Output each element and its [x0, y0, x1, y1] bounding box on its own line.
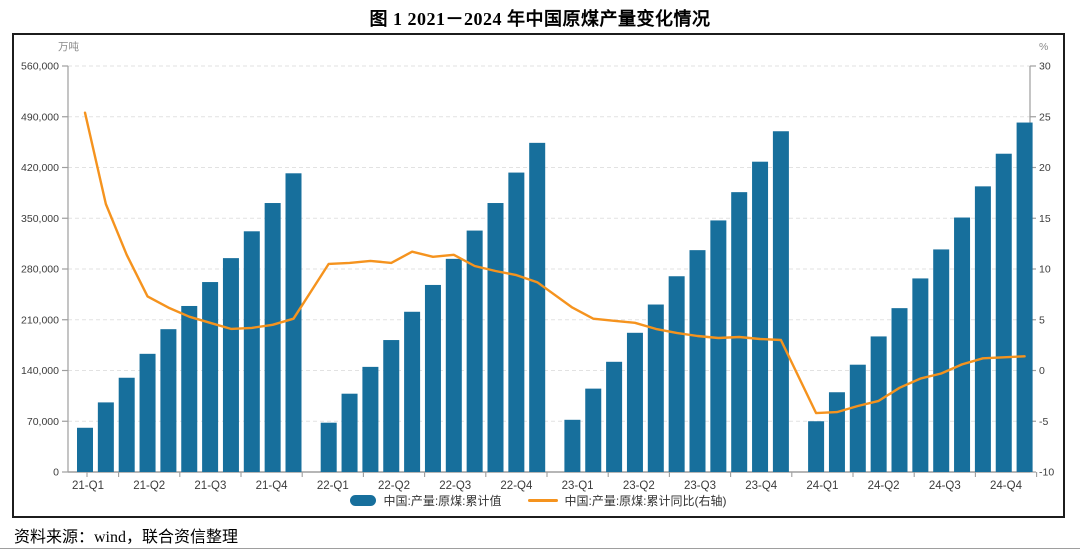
legend: 中国:产量:原煤:累计值 中国:产量:原煤:累计同比(右轴) — [14, 492, 1063, 509]
svg-text:25: 25 — [1039, 111, 1051, 123]
svg-text:-10: -10 — [1039, 467, 1054, 479]
bottom-divider — [0, 548, 1080, 549]
svg-text:24-Q1: 24-Q1 — [806, 480, 838, 492]
svg-text:15: 15 — [1039, 213, 1051, 225]
svg-text:%: % — [1039, 41, 1048, 53]
svg-text:22-Q2: 22-Q2 — [378, 480, 410, 492]
coal-production-chart: 0 70,000 140,000 210,000 280,000 350,000 420,0… — [21, 40, 1054, 492]
svg-text:22-Q3: 22-Q3 — [439, 480, 471, 492]
svg-text:210,000: 210,000 — [21, 314, 59, 326]
svg-text:10: 10 — [1039, 264, 1051, 276]
svg-text:24-Q3: 24-Q3 — [929, 480, 961, 492]
svg-text:23-Q1: 23-Q1 — [562, 480, 594, 492]
svg-text:420,000: 420,000 — [21, 162, 59, 174]
svg-text:万吨: 万吨 — [58, 40, 79, 53]
svg-text:70,000: 70,000 — [27, 416, 59, 428]
svg-text:23-Q4: 23-Q4 — [745, 480, 778, 492]
svg-text:5: 5 — [1039, 314, 1045, 326]
bar-series-swatch-icon — [350, 495, 377, 506]
svg-text:23-Q2: 23-Q2 — [623, 480, 655, 492]
svg-text:21-Q1: 21-Q1 — [72, 480, 104, 492]
chart-title: 图 1 2021－2024 年中国原煤产量变化情况 — [369, 9, 711, 29]
svg-text:350,000: 350,000 — [21, 213, 59, 225]
svg-text:-5: -5 — [1039, 416, 1048, 428]
svg-text:21-Q2: 21-Q2 — [133, 480, 165, 492]
legend-line-label: 中国:产量:原煤:累计同比(右轴) — [564, 494, 727, 508]
legend-item-line: 中国:产量:原煤:累计同比(右轴) — [527, 492, 727, 509]
svg-text:20: 20 — [1039, 162, 1051, 174]
svg-text:21-Q4: 21-Q4 — [256, 480, 289, 492]
legend-bar-label: 中国:产量:原煤:累计值 — [383, 494, 502, 508]
svg-text:280,000: 280,000 — [21, 264, 59, 276]
svg-text:23-Q3: 23-Q3 — [684, 480, 716, 492]
svg-text:22-Q1: 22-Q1 — [317, 480, 349, 492]
svg-text:24-Q2: 24-Q2 — [868, 480, 900, 492]
chart-frame: 0 70,000 140,000 210,000 280,000 350,000 420,0… — [12, 33, 1065, 518]
svg-text:30: 30 — [1039, 61, 1051, 73]
svg-text:21-Q3: 21-Q3 — [194, 480, 226, 492]
svg-text:0: 0 — [1039, 365, 1045, 377]
svg-text:560,000: 560,000 — [21, 61, 59, 73]
svg-text:140,000: 140,000 — [21, 365, 59, 377]
svg-text:22-Q4: 22-Q4 — [500, 480, 533, 492]
legend-item-bar: 中国:产量:原煤:累计值 — [350, 492, 502, 509]
svg-text:24-Q4: 24-Q4 — [990, 480, 1023, 492]
svg-text:490,000: 490,000 — [21, 111, 59, 123]
svg-text:0: 0 — [53, 467, 59, 479]
source-note: 资料来源：wind，联合资信整理 — [14, 529, 239, 546]
line-series-swatch-icon — [527, 499, 558, 502]
